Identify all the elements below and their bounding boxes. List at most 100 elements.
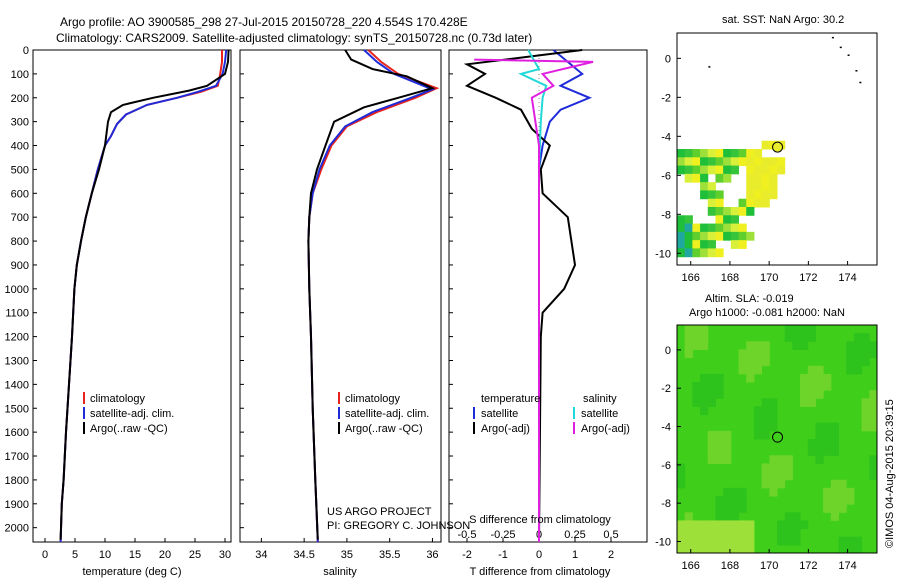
map-y-tick-label: -10 <box>655 248 671 260</box>
sst-cell <box>692 173 701 183</box>
sst-cell <box>746 149 755 158</box>
sst-cell <box>715 215 724 225</box>
sla-cell <box>692 544 701 554</box>
sla-cell <box>707 439 716 448</box>
sst-cell <box>700 149 709 158</box>
sla-cell <box>753 357 763 367</box>
sla-cell <box>784 463 793 473</box>
series-climatology <box>59 50 223 543</box>
sla-cell <box>792 520 801 530</box>
sla-cell <box>777 528 786 538</box>
sst-cell <box>715 190 724 200</box>
map-x-tick-label: 170 <box>760 560 778 572</box>
sla-cell <box>853 365 863 375</box>
sst-cell <box>761 198 770 208</box>
sst-cell <box>761 140 770 150</box>
sla-cell <box>769 414 778 424</box>
sla-cell <box>761 471 770 481</box>
sla-cell <box>692 528 701 538</box>
sla-cell <box>738 520 747 530</box>
y-tick-label: 0 <box>23 45 29 57</box>
sst-cell <box>715 198 724 208</box>
sst-cell <box>707 231 716 241</box>
sst-cell <box>746 157 755 167</box>
temperature-chart: 0 5 10 15 20 25 300100200300400500600700800900… <box>5 45 232 561</box>
sst-cell <box>738 157 747 167</box>
s-tick-label: -0.5 <box>458 529 477 541</box>
sla-cell <box>800 341 809 350</box>
sst-cell <box>700 248 709 258</box>
sst-cell <box>677 157 686 167</box>
coast-speck <box>708 66 711 68</box>
sla-cell <box>838 544 847 554</box>
sst-cell <box>738 223 747 233</box>
sla-cell <box>700 341 709 350</box>
sla-cell <box>761 406 770 416</box>
temperature-legend: climatology satellite-adj. clim. Argo(..… <box>83 392 174 435</box>
sla-cell <box>707 430 716 440</box>
sst-cell <box>700 240 709 249</box>
sst-cell <box>753 173 763 183</box>
difference-top-xlabel: S difference from climatology <box>469 514 611 526</box>
sla-cell <box>792 341 801 350</box>
difference-xlabel: T difference from climatology <box>470 566 611 578</box>
sla-cell <box>715 504 724 513</box>
sla-cell <box>853 333 863 342</box>
sst-cell <box>684 215 693 225</box>
sla-cell <box>769 487 778 497</box>
sla-cell <box>861 349 870 359</box>
sst-cell <box>769 190 778 200</box>
x-tick-label: -1 <box>498 549 508 561</box>
sla-cell <box>800 382 809 391</box>
sla-cell <box>807 439 816 448</box>
sst-cell <box>715 248 724 258</box>
salinity-panel-frame <box>239 49 442 543</box>
sla-cell <box>746 349 755 359</box>
sla-cell <box>869 471 878 481</box>
sla-cell <box>777 479 786 489</box>
sst-cell <box>723 207 732 216</box>
sst-cell <box>723 173 732 183</box>
sla-cell <box>853 544 863 554</box>
legend-label: satellite-adj. clim. <box>90 408 174 420</box>
sla-cell <box>715 390 724 399</box>
sla-cell <box>815 382 824 391</box>
sla-cell <box>823 422 832 432</box>
sla-cell <box>692 382 701 391</box>
sla-cell <box>692 390 701 399</box>
sla-cell <box>784 325 793 334</box>
sla-cell <box>746 373 755 383</box>
sla-cell <box>861 357 870 367</box>
sla-map-frame <box>676 324 878 554</box>
sla-map-title1: Altim. SLA: -0.019 <box>705 293 794 305</box>
sla-cell <box>730 487 740 497</box>
sla-cell <box>853 349 863 359</box>
sst-cell <box>715 173 724 183</box>
sla-cell <box>715 496 724 505</box>
x-tick-label: 34 <box>255 549 267 561</box>
sla-cell <box>800 333 809 342</box>
y-tick-label: 1500 <box>5 403 29 415</box>
sla-cell <box>815 373 824 383</box>
sla-cell <box>738 365 747 375</box>
legend-label: satellite <box>481 408 518 420</box>
legend-title-temperature: temperature <box>481 393 540 405</box>
x-tick-label: 20 <box>159 549 171 561</box>
sst-cell <box>677 215 686 225</box>
temperature-panel-frame <box>32 49 232 543</box>
y-tick-label: 1700 <box>5 451 29 463</box>
y-tick-label: 700 <box>11 212 29 224</box>
sla-cell <box>753 422 763 432</box>
sla-cell <box>807 325 816 334</box>
sla-cell <box>723 439 732 448</box>
sst-cell <box>700 231 709 241</box>
sla-cell <box>723 455 732 464</box>
sst-cell <box>730 165 740 175</box>
sla-cell <box>777 520 786 530</box>
x-tick-label: 5 <box>72 549 78 561</box>
sla-cell <box>823 430 832 440</box>
sla-cell <box>830 487 840 497</box>
sst-cell <box>684 165 693 175</box>
sla-cell <box>823 487 832 497</box>
pi-annotation: PI: GREGORY C. JOHNSON <box>327 520 470 532</box>
